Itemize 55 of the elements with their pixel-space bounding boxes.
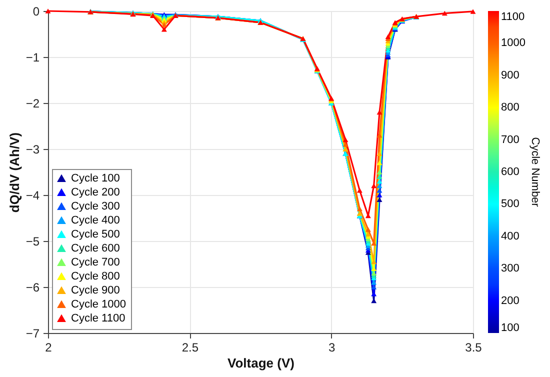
y-tick-label: −2: [26, 96, 40, 110]
y-tick-label: −6: [26, 280, 40, 294]
y-tick-label: −4: [26, 188, 40, 202]
point: [365, 227, 371, 232]
point: [470, 9, 476, 14]
legend-label: Cycle 1100: [71, 312, 126, 324]
legend-label: Cycle 500: [71, 228, 120, 240]
color-bar-label: 200: [501, 294, 520, 307]
color-bar-label: 400: [501, 230, 520, 242]
point: [376, 178, 382, 184]
point: [161, 22, 167, 28]
color-bar-label: 700: [501, 134, 520, 146]
point: [376, 192, 382, 198]
point: [376, 197, 382, 202]
x-tick-label: 2: [45, 340, 52, 354]
y-tick-label: −1: [26, 50, 40, 64]
color-bar-title: Cycle Number: [529, 137, 541, 208]
point: [442, 10, 448, 16]
legend-label: Cycle 400: [71, 214, 120, 226]
point: [376, 174, 382, 179]
point: [356, 188, 362, 193]
y-tick-label: −5: [26, 234, 40, 248]
color-bar-label: 800: [501, 102, 520, 114]
point: [376, 183, 382, 188]
legend-label: Cycle 100: [71, 172, 120, 184]
point: [376, 170, 382, 174]
x-axis-title: Voltage (V): [228, 356, 294, 370]
point: [342, 137, 348, 142]
point: [161, 27, 167, 32]
point: [342, 142, 348, 147]
color-bar-label: 300: [501, 262, 520, 275]
y-tick-label: 0: [32, 4, 40, 18]
y-tick-label: −7: [26, 326, 40, 340]
color-bar-label: 1100: [501, 11, 525, 23]
legend-label: Cycle 600: [71, 242, 120, 254]
legend-label: Cycle 900: [71, 284, 120, 296]
x-tick-label: 3.5: [465, 340, 482, 354]
y-tick-label: −3: [26, 142, 40, 156]
legend-label: Cycle 200: [71, 186, 120, 198]
point: [376, 151, 382, 156]
color-bar-label: 1000: [501, 37, 526, 50]
color-bar-label: 500: [501, 198, 520, 210]
legend-label: Cycle 300: [71, 200, 120, 212]
y-axis-title: dQ/dV (Ah/V): [6, 132, 22, 213]
legend-label: Cycle 800: [71, 270, 120, 282]
point: [376, 188, 382, 193]
color-bar-label: 900: [501, 69, 520, 82]
point: [365, 232, 371, 236]
color-bar-label: 100: [501, 322, 520, 334]
legend-label: Cycle 1000: [71, 298, 126, 310]
legend-label: Cycle 700: [71, 256, 120, 268]
point: [376, 160, 382, 166]
color-bar-label: 600: [501, 166, 520, 178]
x-tick-label: 3: [328, 340, 336, 354]
x-tick-label: 2.5: [182, 340, 199, 354]
